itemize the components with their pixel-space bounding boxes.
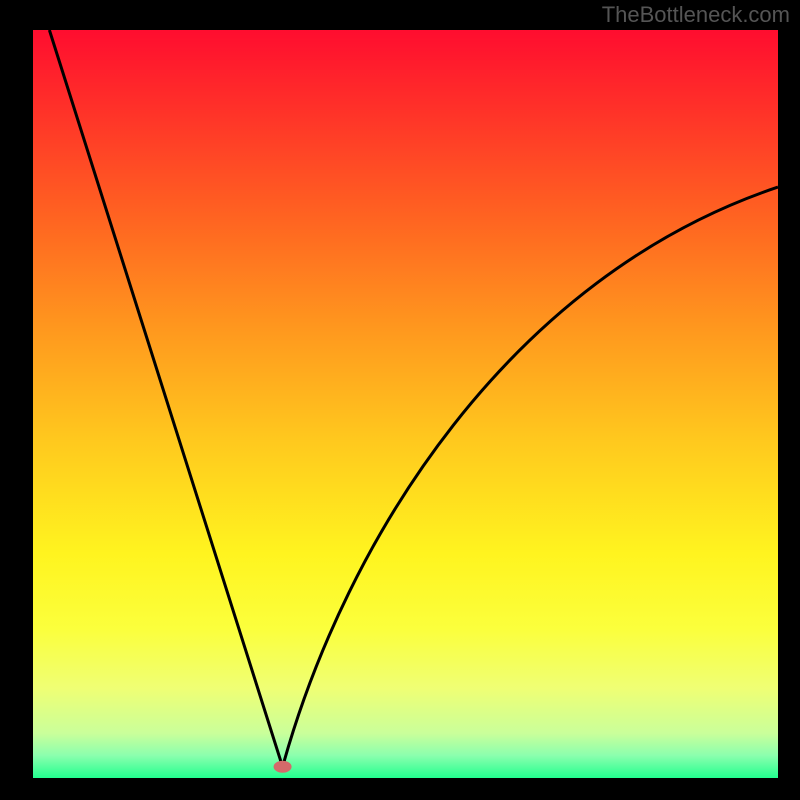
chart-container: TheBottleneck.com bbox=[0, 0, 800, 800]
watermark-text: TheBottleneck.com bbox=[602, 2, 790, 28]
gradient-background bbox=[33, 30, 778, 778]
plot-area bbox=[33, 30, 778, 778]
bottleneck-chart-svg bbox=[33, 30, 778, 778]
optimal-point-marker bbox=[274, 761, 292, 773]
